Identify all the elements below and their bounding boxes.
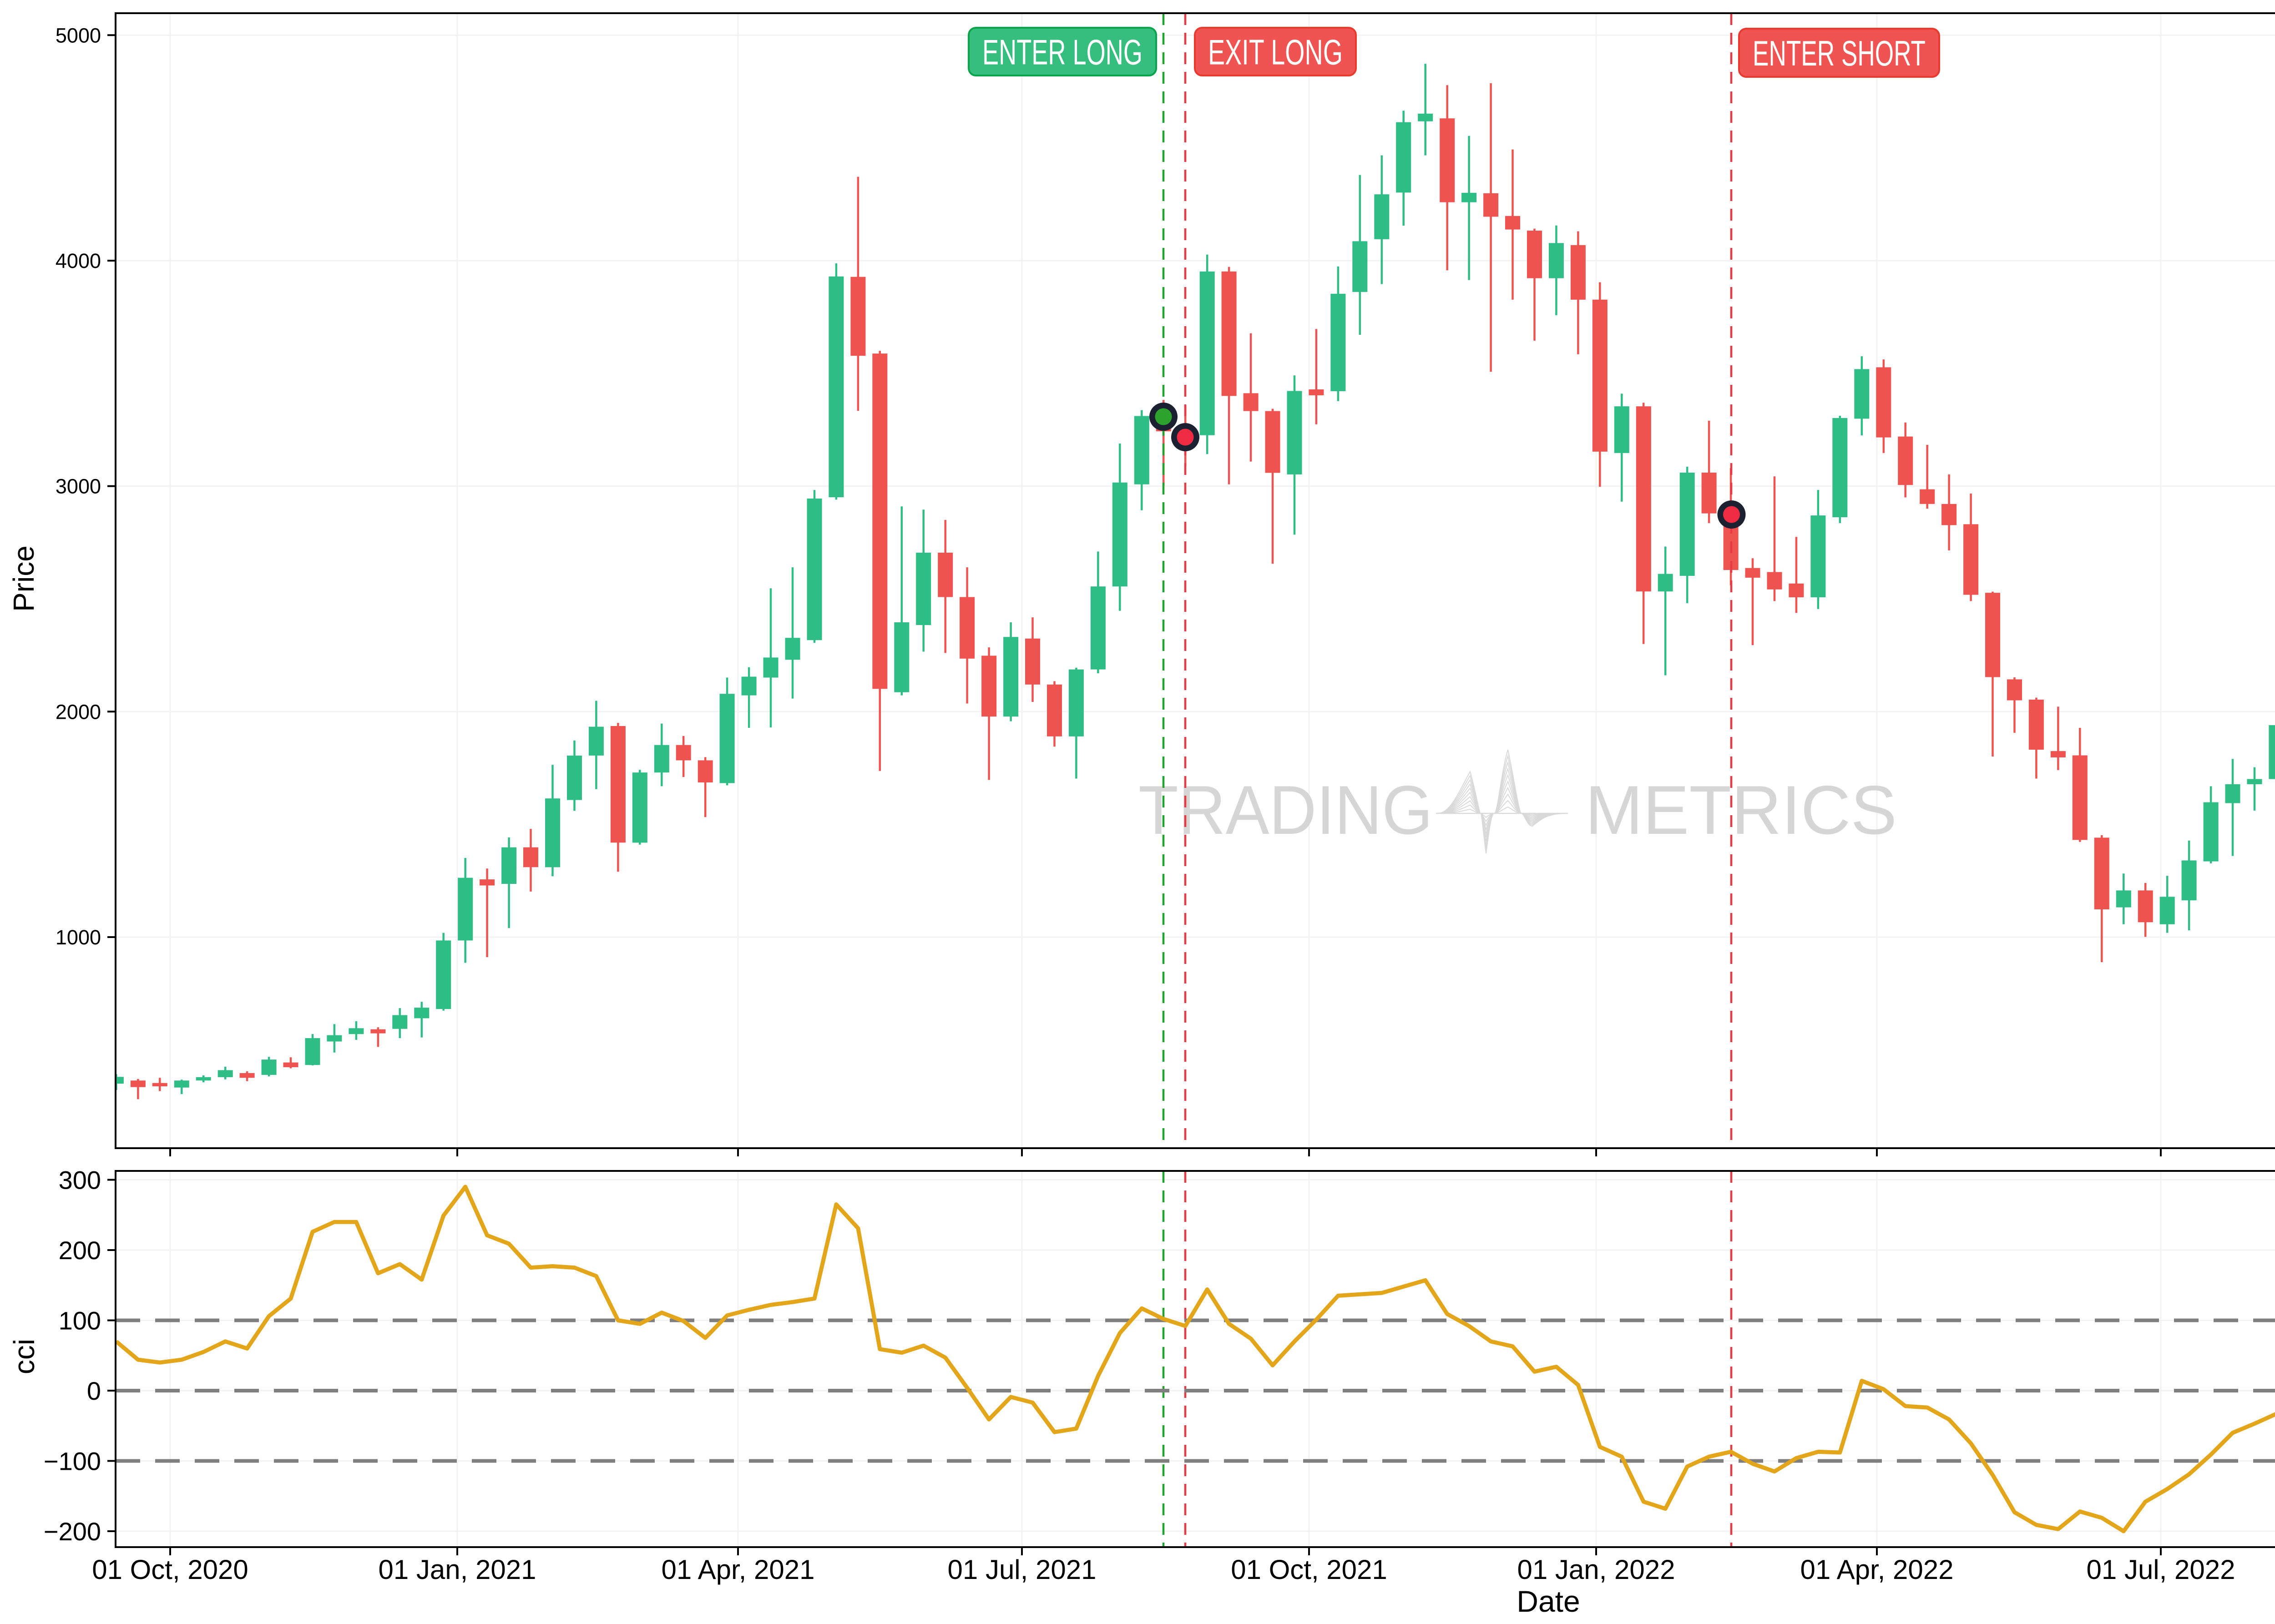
svg-text:ENTER SHORT: ENTER SHORT: [1753, 33, 1926, 73]
svg-text:EXIT LONG: EXIT LONG: [1208, 32, 1343, 72]
svg-text:01 Oct, 2021: 01 Oct, 2021: [1231, 1554, 1387, 1585]
svg-text:1000: 1000: [56, 926, 101, 949]
svg-text:01 Jan, 2021: 01 Jan, 2021: [379, 1554, 536, 1585]
svg-text:01 Jul, 2021: 01 Jul, 2021: [948, 1554, 1097, 1585]
svg-text:Date: Date: [1517, 1584, 1580, 1618]
svg-text:100: 100: [59, 1306, 101, 1335]
svg-text:−100: −100: [44, 1447, 101, 1476]
svg-text:TRADING: TRADING: [1138, 772, 1433, 849]
svg-text:2000: 2000: [56, 700, 101, 723]
svg-text:200: 200: [59, 1236, 101, 1265]
svg-text:0: 0: [87, 1377, 101, 1405]
svg-text:01 Apr, 2022: 01 Apr, 2022: [1800, 1554, 1954, 1585]
svg-text:5000: 5000: [56, 24, 101, 47]
svg-text:cci: cci: [8, 1339, 40, 1374]
svg-text:4000: 4000: [56, 249, 101, 272]
svg-text:ENTER LONG: ENTER LONG: [982, 32, 1143, 72]
svg-text:01 Jan, 2022: 01 Jan, 2022: [1517, 1554, 1675, 1585]
svg-text:01 Apr, 2021: 01 Apr, 2021: [662, 1554, 815, 1585]
svg-text:01 Oct, 2020: 01 Oct, 2020: [92, 1554, 248, 1585]
svg-text:3000: 3000: [56, 475, 101, 498]
svg-text:Price: Price: [7, 545, 40, 612]
svg-text:01 Jul, 2022: 01 Jul, 2022: [2087, 1554, 2235, 1585]
svg-text:METRICS: METRICS: [1585, 772, 1897, 849]
svg-text:300: 300: [59, 1166, 101, 1195]
svg-text:−200: −200: [44, 1517, 101, 1546]
